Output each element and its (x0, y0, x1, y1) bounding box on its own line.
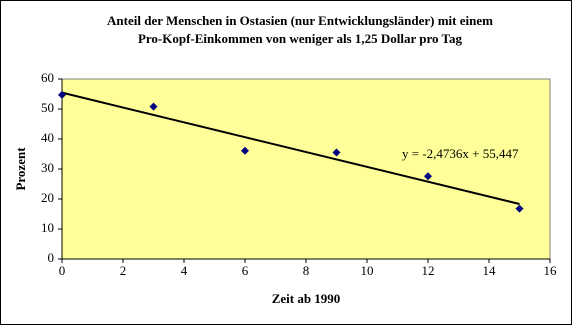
y-axis-label: Prozent (13, 147, 28, 191)
data-point (515, 204, 524, 213)
trendline-label: y = -2,4736x + 55,447 (402, 146, 519, 161)
x-tick-label: 16 (544, 263, 558, 278)
y-tick-label: 50 (41, 100, 54, 115)
data-point (332, 148, 341, 157)
x-tick-label: 2 (120, 263, 127, 278)
chart-title: Pro-Kopf-Einkommen von weniger als 1,25 … (138, 31, 463, 46)
y-tick-label: 10 (41, 220, 54, 235)
x-tick-label: 10 (361, 263, 374, 278)
data-point (149, 102, 158, 111)
y-tick-label: 40 (41, 130, 54, 145)
data-point (424, 172, 432, 181)
data-point (58, 90, 66, 99)
data-point (241, 146, 249, 155)
x-axis-label: Zeit ab 1990 (272, 291, 341, 306)
y-tick-label: 0 (48, 250, 55, 265)
x-tick-label: 4 (181, 263, 188, 278)
plot-area (61, 78, 551, 260)
y-tick-label: 60 (41, 70, 54, 85)
x-tick-label: 6 (242, 263, 249, 278)
x-tick-label: 14 (483, 263, 497, 278)
x-tick-label: 12 (422, 263, 435, 278)
y-tick-label: 30 (41, 160, 54, 175)
chart-title: Anteil der Menschen in Ostasien (nur Ent… (107, 13, 493, 28)
y-tick-label: 20 (41, 190, 54, 205)
x-tick-label: 0 (59, 263, 66, 278)
trendline (61, 91, 520, 205)
x-tick-label: 8 (303, 263, 310, 278)
